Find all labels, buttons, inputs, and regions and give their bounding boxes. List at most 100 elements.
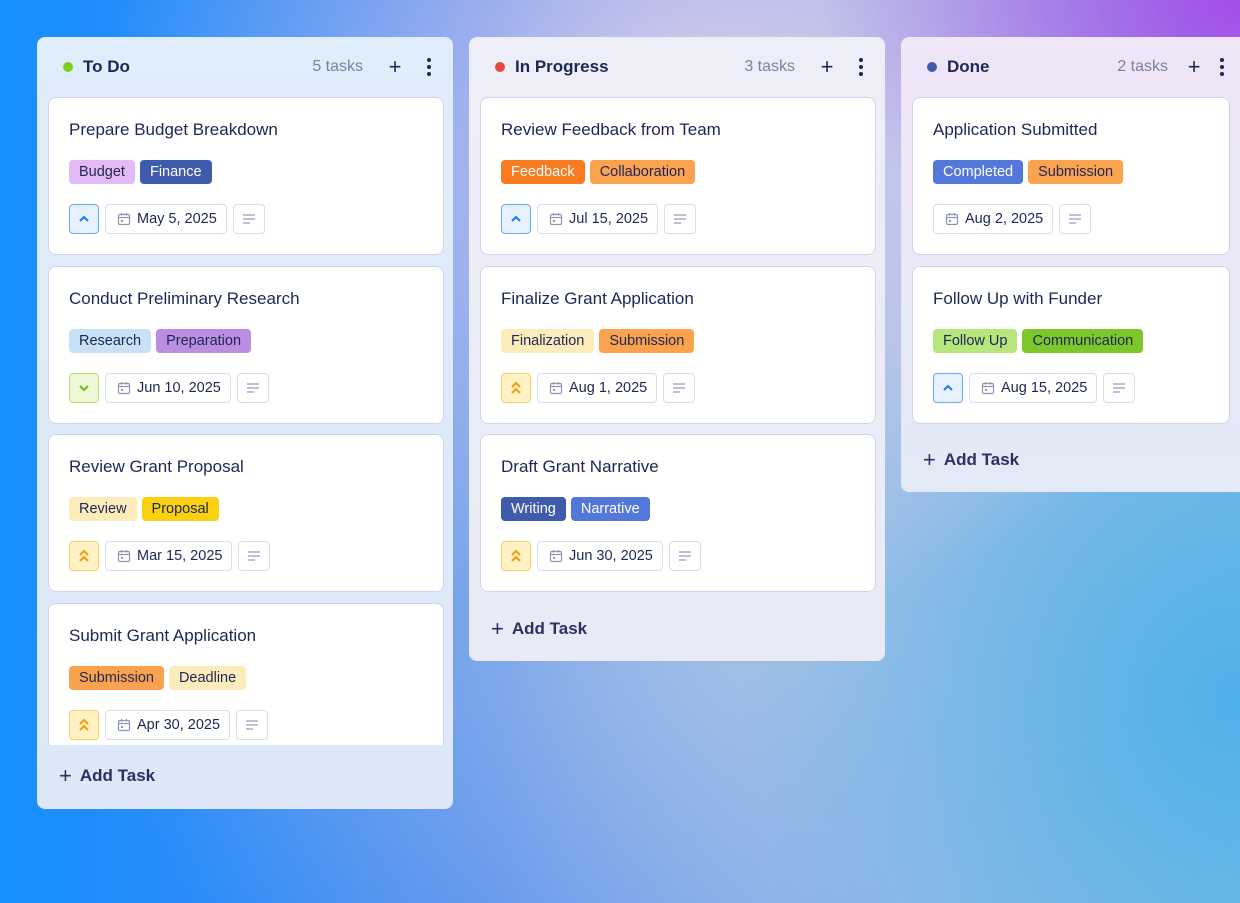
add-task-icon-button[interactable]: + xyxy=(1187,54,1201,79)
due-date-button[interactable]: Aug 2, 2025 xyxy=(933,204,1054,234)
task-title: Conduct Preliminary Research xyxy=(69,288,300,308)
card-footer: Mar 15, 2025 xyxy=(69,541,271,571)
notes-button[interactable] xyxy=(232,204,265,234)
tag-list: Writing Narrative xyxy=(501,497,650,521)
tag: Completed xyxy=(933,160,1024,184)
tag-list: Submission Deadline xyxy=(69,665,247,690)
column-title: Done xyxy=(947,57,990,76)
priority-button[interactable] xyxy=(933,372,963,403)
tag: Deadline xyxy=(168,665,247,690)
priority-button[interactable] xyxy=(501,204,531,234)
notes-icon xyxy=(672,382,686,394)
task-card[interactable]: Review Grant Proposal Review Proposal Mar 1… xyxy=(48,434,444,592)
priority-button[interactable] xyxy=(69,372,99,403)
card-footer: Apr 30, 2025 xyxy=(69,709,269,740)
due-date: Jul 15, 2025 xyxy=(569,211,649,227)
plus-icon: + xyxy=(923,447,936,472)
notes-button[interactable] xyxy=(236,709,269,740)
tag: Communication xyxy=(1022,328,1144,353)
priority-button[interactable] xyxy=(501,541,531,571)
priority-high-icon xyxy=(78,549,90,563)
more-options-icon[interactable] xyxy=(857,58,865,76)
notes-button[interactable] xyxy=(668,541,701,571)
notes-button[interactable] xyxy=(664,204,697,234)
notes-button[interactable] xyxy=(238,541,271,571)
notes-button[interactable] xyxy=(1059,204,1092,234)
add-task-button[interactable]: + Add Task xyxy=(491,616,587,642)
card-footer: Aug 1, 2025 xyxy=(501,372,696,403)
calendar-icon xyxy=(981,381,995,395)
column-header: Done 2 tasks + xyxy=(901,37,1240,97)
task-title: Review Grant Proposal xyxy=(69,457,244,476)
task-card[interactable]: Follow Up with Funder Follow Up Communicat… xyxy=(912,265,1230,424)
task-list: Prepare Budget Breakdown Budget Finance May… xyxy=(48,97,444,745)
tag-list: Research Preparation xyxy=(69,328,252,353)
due-date-button[interactable]: Mar 15, 2025 xyxy=(105,541,233,571)
due-date-button[interactable]: Jun 10, 2025 xyxy=(105,372,231,403)
notes-button[interactable] xyxy=(663,372,696,403)
tag-list: Finalization Submission xyxy=(501,328,695,353)
calendar-icon xyxy=(549,549,563,563)
calendar-icon xyxy=(117,212,131,226)
card-footer: Jun 30, 2025 xyxy=(501,541,701,571)
status-dot xyxy=(63,62,73,72)
add-task-icon-button[interactable]: + xyxy=(388,54,402,79)
add-task-button[interactable]: + Add Task xyxy=(923,447,1019,473)
due-date-button[interactable]: Aug 1, 2025 xyxy=(537,372,658,403)
due-date: Aug 1, 2025 xyxy=(569,379,648,396)
task-card[interactable]: Conduct Preliminary Research Research Prep… xyxy=(48,265,444,424)
task-card[interactable]: Submit Grant Application Submission Deadli… xyxy=(48,602,444,745)
card-footer: Aug 15, 2025 xyxy=(933,372,1136,403)
notes-icon xyxy=(1112,382,1126,394)
task-card[interactable]: Finalize Grant Application Finalization Su… xyxy=(480,265,876,424)
task-title: Prepare Budget Breakdown xyxy=(69,120,278,139)
priority-button[interactable] xyxy=(69,709,99,740)
notes-button[interactable] xyxy=(1103,372,1136,403)
status-dot xyxy=(495,62,505,72)
priority-button[interactable] xyxy=(69,204,99,234)
add-task-button[interactable]: + Add Task xyxy=(59,763,155,789)
notes-icon xyxy=(673,213,687,225)
tag: Submission xyxy=(1028,160,1124,184)
due-date-button[interactable]: Jul 15, 2025 xyxy=(537,204,659,234)
priority-button[interactable] xyxy=(69,541,99,571)
add-task-icon-button[interactable]: + xyxy=(820,54,834,79)
plus-icon: + xyxy=(491,615,504,641)
notes-icon xyxy=(678,550,692,562)
notes-icon xyxy=(247,550,261,562)
due-date-button[interactable]: Apr 30, 2025 xyxy=(105,709,231,740)
plus-icon: + xyxy=(59,763,72,788)
status-dot xyxy=(927,62,937,72)
notes-button[interactable] xyxy=(236,372,269,403)
due-date: Aug 2, 2025 xyxy=(965,211,1044,227)
calendar-icon xyxy=(117,718,131,732)
task-card[interactable]: Prepare Budget Breakdown Budget Finance May… xyxy=(48,97,444,255)
priority-button[interactable] xyxy=(501,372,531,403)
task-card[interactable]: Application Submitted Completed Submission… xyxy=(912,97,1230,255)
due-date-button[interactable]: Jun 30, 2025 xyxy=(537,541,663,571)
more-options-icon[interactable] xyxy=(1218,58,1226,76)
priority-up-icon xyxy=(78,215,90,223)
column-title: In Progress xyxy=(515,57,609,76)
tag-list: Follow Up Communication xyxy=(933,328,1144,353)
tag: Follow Up xyxy=(933,328,1018,353)
card-footer: Jul 15, 2025 xyxy=(501,204,697,234)
task-card[interactable]: Draft Grant Narrative Writing Narrative Jun… xyxy=(480,434,876,592)
due-date: Jun 10, 2025 xyxy=(137,379,221,396)
priority-up-icon xyxy=(510,215,522,223)
calendar-icon xyxy=(549,212,563,226)
more-options-icon[interactable] xyxy=(425,58,433,76)
tag: Feedback xyxy=(501,160,585,184)
task-title: Review Feedback from Team xyxy=(501,120,721,139)
task-card[interactable]: Review Feedback from Team Feedback Collabo… xyxy=(480,97,876,255)
tag-list: Review Proposal xyxy=(69,497,219,521)
task-count: 3 tasks xyxy=(744,58,795,75)
tag: Proposal xyxy=(141,497,219,521)
due-date-button[interactable]: Aug 15, 2025 xyxy=(969,372,1098,403)
card-footer: Aug 2, 2025 xyxy=(933,204,1092,234)
task-count: 2 tasks xyxy=(1117,58,1168,75)
add-task-label: Add Task xyxy=(79,766,156,785)
tag: Finalization xyxy=(501,328,595,353)
task-title: Follow Up with Funder xyxy=(933,288,1103,308)
due-date-button[interactable]: May 5, 2025 xyxy=(105,204,227,234)
